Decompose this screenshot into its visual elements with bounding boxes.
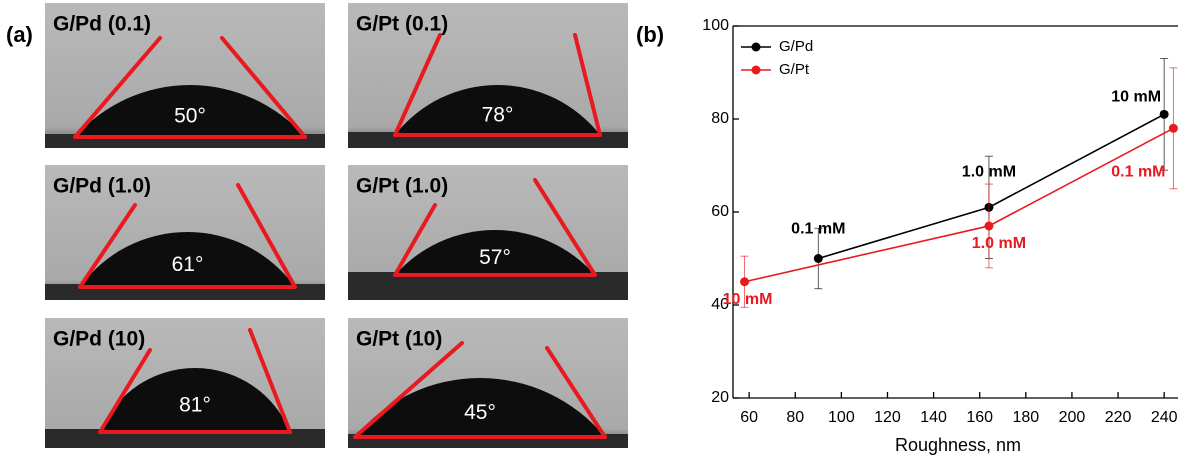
x-tick-label: 140 [920,409,947,426]
point-label: 1.0 mM [972,235,1026,252]
contact-angle: 57° [479,246,511,269]
contact-angle: 45° [464,401,496,424]
tangent-line [393,33,442,137]
x-tick-label: 60 [740,409,758,426]
point-label: 0.1 mM [1111,164,1165,181]
tangent-line [73,36,162,139]
image-title: G/Pd (10) [53,328,145,351]
data-point [984,221,994,231]
x-tick-label: 200 [1059,409,1086,426]
plot: 20 40 60 80 100 60 80 100 120 140 160 180 200 220 240 R… [679,17,1178,455]
data-point [1168,123,1178,133]
x-tick-label: 180 [1012,409,1039,426]
series-line [744,127,1174,283]
x-tick-label: 80 [786,409,804,426]
tangent-line [393,203,437,277]
data-point [1159,109,1169,119]
x-tick-label: 120 [874,409,901,426]
x-tick-label: 240 [1151,409,1178,426]
tangent-line [533,178,597,277]
contact-angle: 61° [172,253,204,276]
y-tick-label: 80 [711,110,729,127]
y-tick-label: 60 [711,203,729,220]
x-tick-label: 100 [828,409,855,426]
contact-angle: 50° [174,105,206,128]
legend-marker [751,42,761,52]
panel-label: (b) [636,22,664,47]
data-point [813,254,823,263]
point-label: 10 mM [723,291,773,308]
y-tick-label: 100 [702,17,729,34]
y-tick-label: 20 [711,389,729,406]
droplet [395,229,595,275]
y-tick-label: 40 [711,296,729,313]
image-title: G/Pt (1.0) [356,175,448,198]
tangent-line [236,183,297,289]
panel-label: (a) [6,22,33,47]
legend-label: G/Pt [779,61,810,78]
droplet [395,84,600,135]
image-title: G/Pt (10) [356,328,442,351]
y-axis-label: Contact angle, ° [679,148,699,276]
tangent-line [98,348,152,434]
point-label: 10 mM [1111,89,1161,106]
point-label: 0.1 mM [791,221,845,238]
tangent-line [78,203,137,289]
droplet [80,231,295,287]
image-title: G/Pd (1.0) [53,175,151,198]
image-title: G/Pd (0.1) [53,13,151,36]
x-tick-label: 160 [966,409,993,426]
x-axis-label: Roughness, nm [895,435,1021,455]
contact-angle: 81° [179,394,211,417]
droplet [355,378,605,437]
tangent-line [220,36,307,139]
contact-angle: 78° [482,104,514,127]
droplet [100,368,290,432]
droplet [75,85,305,137]
tangent-line [248,328,292,434]
tangent-line [353,341,464,439]
point-label: 1.0 mM [962,164,1016,181]
data-point [740,277,750,287]
tangent-line [573,33,602,137]
legend-marker [751,65,761,75]
legend-label: G/Pd [779,38,813,55]
tangent-line [545,346,607,439]
image-title: G/Pt (0.1) [356,13,448,36]
x-tick-label: 220 [1105,409,1132,426]
